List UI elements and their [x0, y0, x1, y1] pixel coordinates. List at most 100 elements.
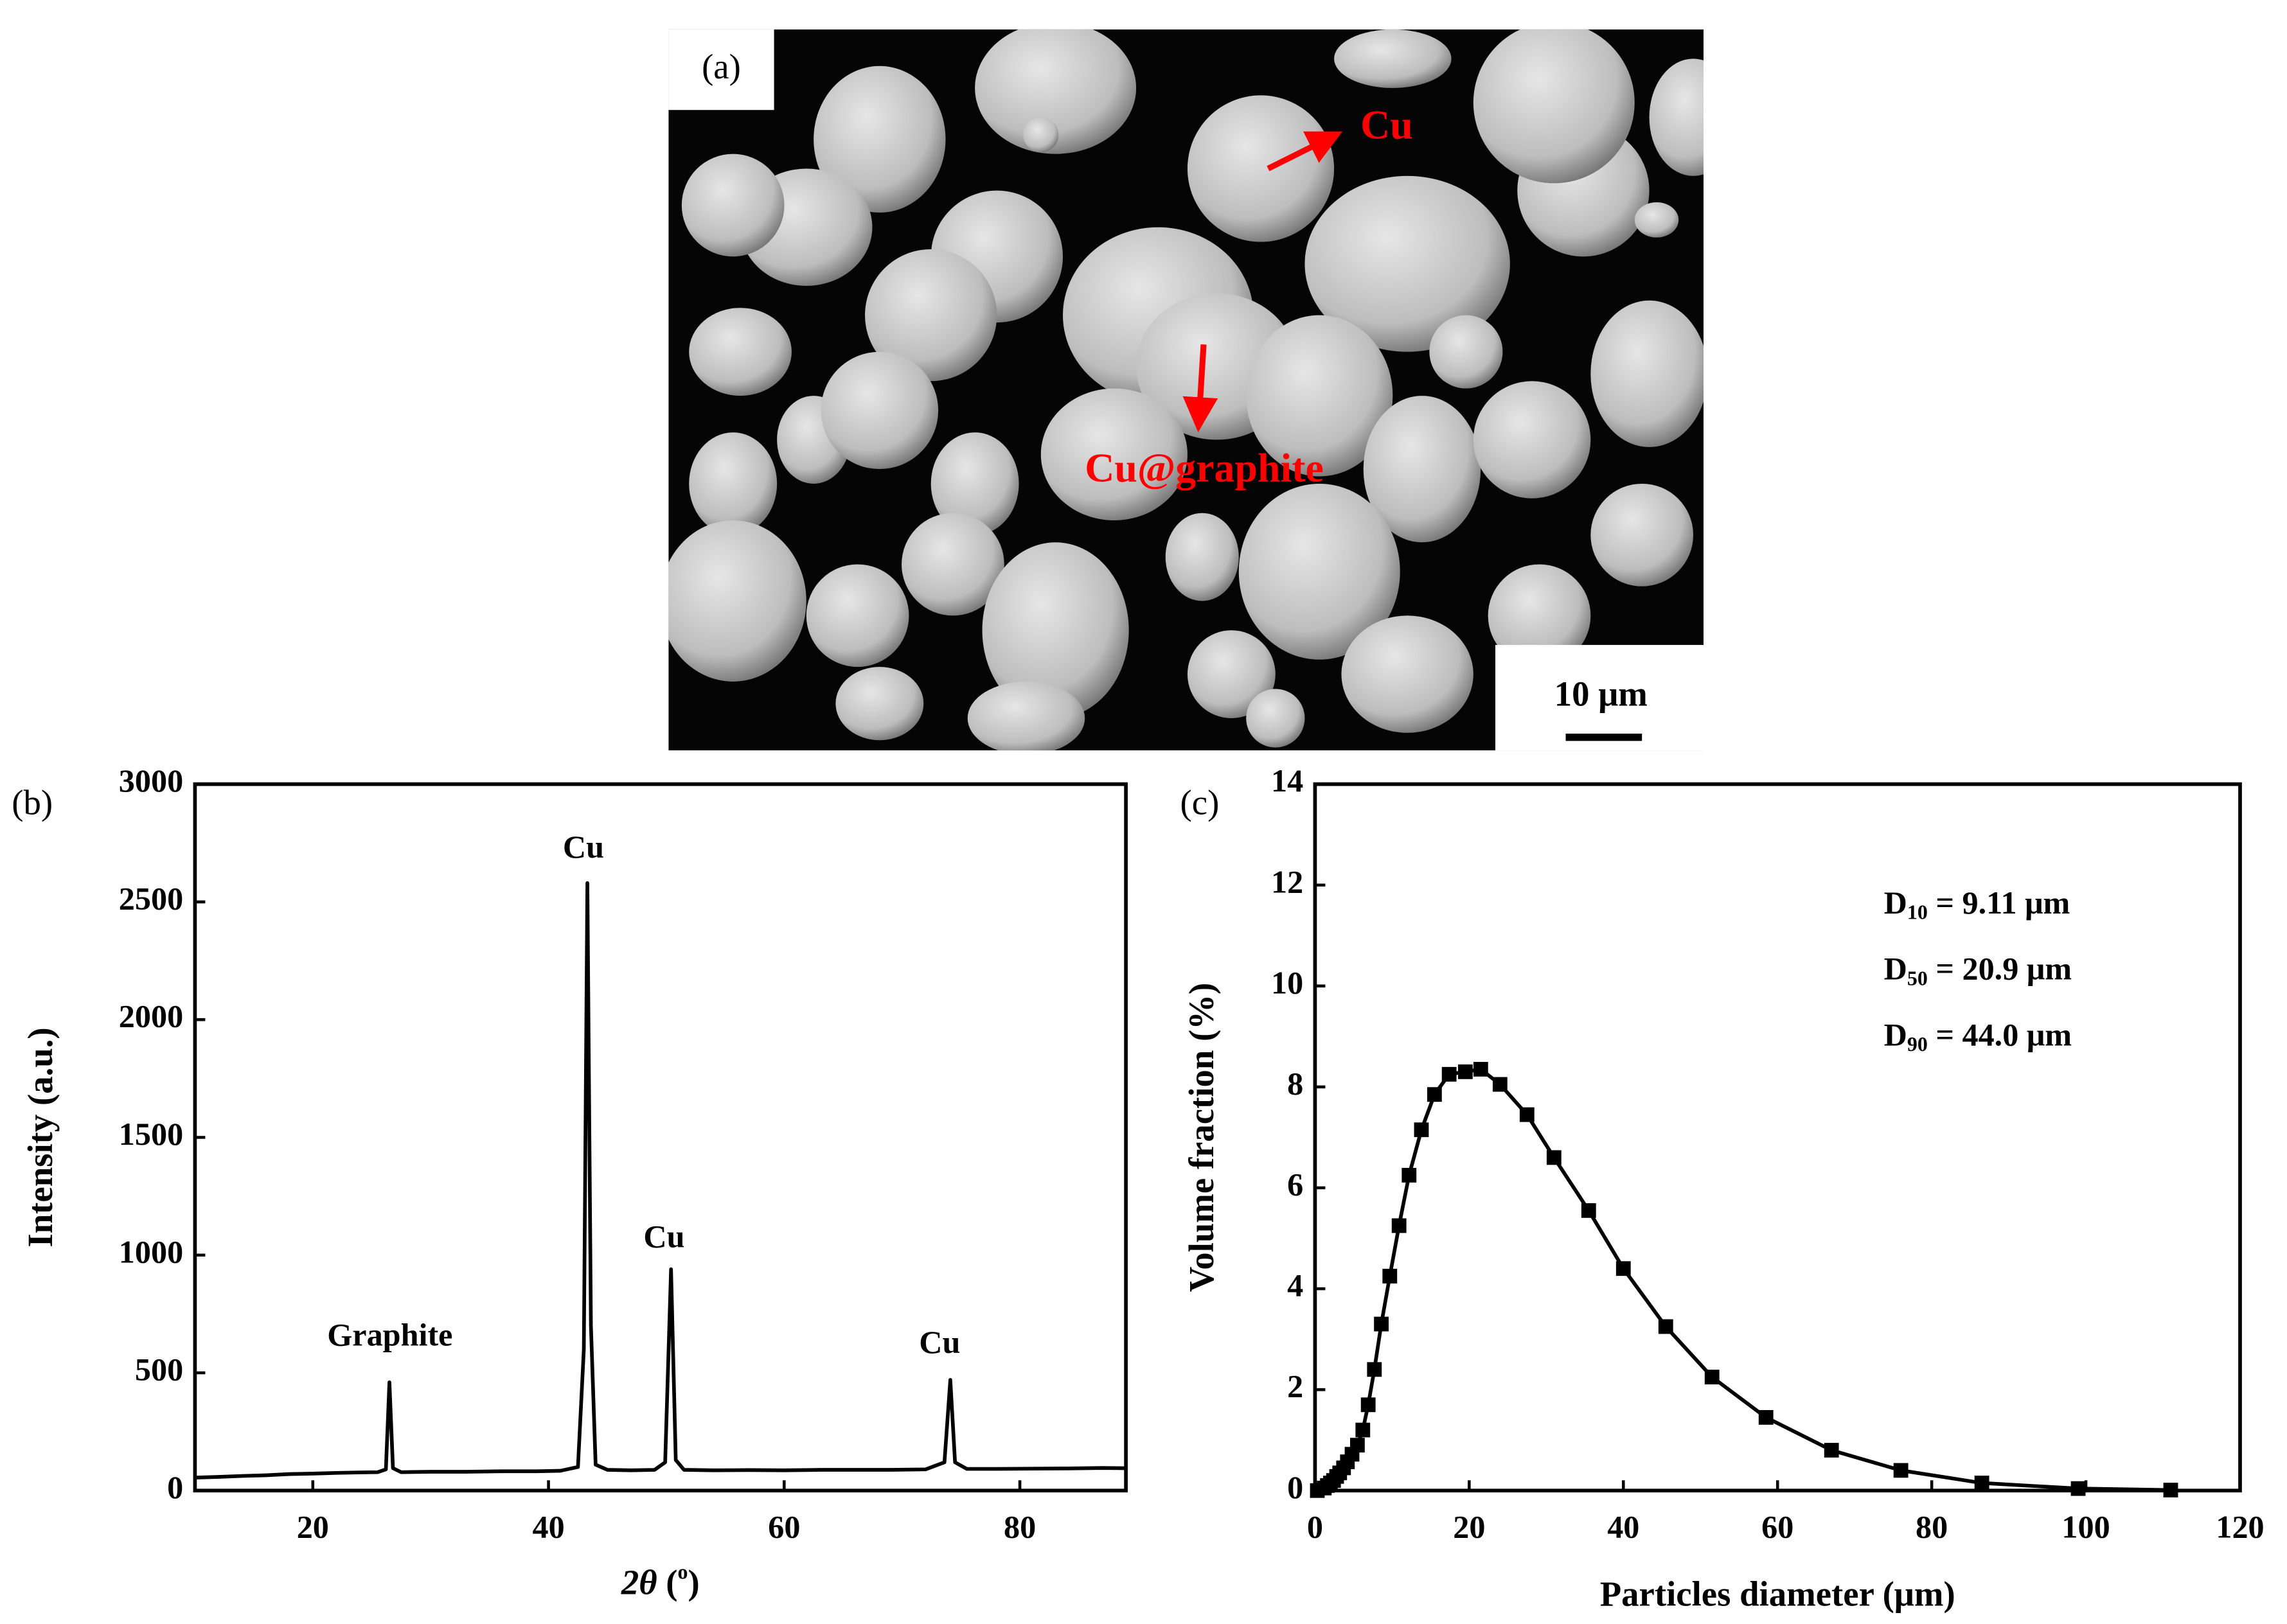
x-tick-label: 80: [1916, 1508, 1948, 1544]
x-axis-label-part: o: [678, 1561, 688, 1584]
x-axis-label-part: ): [688, 1562, 700, 1602]
particle: [1363, 396, 1481, 543]
marker: [1546, 1150, 1562, 1165]
particle: [1590, 300, 1704, 447]
x-tick-label: 0: [1307, 1508, 1323, 1544]
x-tick-label: 40: [1607, 1508, 1639, 1544]
statistic: D50 = 20.9 μm: [1884, 950, 2072, 990]
x-axis-label: 2θ (o): [621, 1561, 700, 1602]
line: [195, 881, 1126, 1479]
stat-symbol: D: [1884, 885, 1907, 921]
y-tick-label: 2: [1287, 1368, 1303, 1404]
marker: [1414, 1122, 1429, 1138]
annotation: Cu: [563, 829, 604, 865]
label-box: [668, 29, 774, 110]
particle: [681, 154, 785, 257]
sem-image: [668, 29, 1704, 751]
x-axis-label: Particles diameter (μm): [1600, 1574, 1955, 1613]
y-tick-label: 1000: [119, 1233, 183, 1269]
annotation: Cu: [643, 1219, 684, 1255]
plot-frame: [193, 782, 1128, 1493]
scale-bar-label: 10 μm: [1554, 675, 1648, 714]
marker: [1427, 1087, 1442, 1102]
particle: [689, 308, 792, 396]
stat-text: = 9.11 μm: [1928, 885, 2070, 921]
x-tick-label: 120: [2216, 1508, 2264, 1544]
stat-subscript: 50: [1907, 967, 1928, 990]
annotation: Cu: [919, 1324, 960, 1360]
particle: [821, 351, 939, 470]
particle: [1246, 689, 1305, 748]
y-tick-label: 2500: [119, 880, 183, 916]
y-tick-label: 6: [1287, 1167, 1303, 1203]
arrow: [1182, 344, 1218, 433]
marker: [1974, 1476, 1989, 1490]
particle: [814, 66, 946, 213]
marker: [1349, 1438, 1365, 1453]
statistic: D90 = 44.0 μm: [1884, 1016, 2072, 1056]
x-tick-label: 80: [1004, 1508, 1036, 1544]
marker: [1893, 1463, 1909, 1478]
annotation: Cu: [1360, 102, 1413, 148]
particle: [1649, 58, 1704, 176]
y-axis-label: Volume fraction (%): [1182, 983, 1221, 1293]
marker: [1441, 1066, 1457, 1082]
panel-label: (c): [1180, 782, 1220, 822]
marker: [1360, 1397, 1376, 1413]
particle: [1341, 615, 1473, 733]
x-axis-label-part: (: [657, 1562, 678, 1602]
marker: [1704, 1370, 1720, 1384]
particle: [1187, 95, 1335, 242]
particle: [1238, 483, 1400, 660]
particle: [1246, 315, 1393, 477]
panel-label: (a): [702, 47, 741, 86]
particle: [835, 667, 924, 741]
particle: [1165, 513, 1239, 601]
stat-text: = 44.0 μm: [1928, 1016, 2072, 1052]
marker: [1492, 1077, 1508, 1092]
marker: [1402, 1167, 1417, 1183]
x-tick-label: 20: [297, 1508, 329, 1544]
y-axis-label: Intensity (a.u.): [21, 1027, 60, 1247]
particle: [967, 681, 1085, 751]
y-tick-label: 12: [1271, 863, 1303, 899]
particle: [1473, 29, 1635, 184]
arrow: [1267, 131, 1343, 172]
stat-text: = 20.9 μm: [1928, 950, 2072, 986]
particle: [1334, 29, 1452, 88]
statistic: D10 = 9.11 μm: [1884, 885, 2070, 924]
x-tick-label: 40: [532, 1508, 564, 1544]
particle: [975, 29, 1137, 154]
y-tick-label: 0: [167, 1469, 183, 1505]
particle: [689, 432, 778, 535]
particle: [1488, 564, 1591, 667]
particle: [865, 249, 997, 382]
connector-line: [1317, 1067, 2171, 1492]
x-axis-label-part: 2θ: [621, 1562, 657, 1602]
scale-box: [1495, 644, 1704, 751]
x-tick-label: 20: [1453, 1508, 1485, 1544]
particle: [1590, 483, 1694, 587]
marker: [1367, 1362, 1382, 1377]
particle: [668, 520, 806, 682]
marker: [2070, 1481, 2086, 1496]
particle: [1429, 315, 1503, 389]
y-tick-label: 500: [135, 1352, 183, 1388]
y-tick-label: 14: [1271, 763, 1303, 799]
particle: [930, 432, 1019, 535]
particle: [1634, 202, 1679, 238]
marker: [1581, 1203, 1596, 1218]
annotation: Graphite: [327, 1317, 452, 1353]
x-tick-label: 60: [768, 1508, 800, 1544]
y-tick-label: 2000: [119, 998, 183, 1034]
annotation: Cu@graphite: [1085, 445, 1324, 490]
particle: [1023, 117, 1059, 153]
marker: [1355, 1422, 1371, 1438]
stat-subscript: 90: [1907, 1033, 1928, 1055]
stat-subscript: 10: [1907, 901, 1928, 924]
y-tick-label: 8: [1287, 1065, 1303, 1101]
marker: [1457, 1064, 1473, 1079]
particle: [1473, 381, 1591, 499]
